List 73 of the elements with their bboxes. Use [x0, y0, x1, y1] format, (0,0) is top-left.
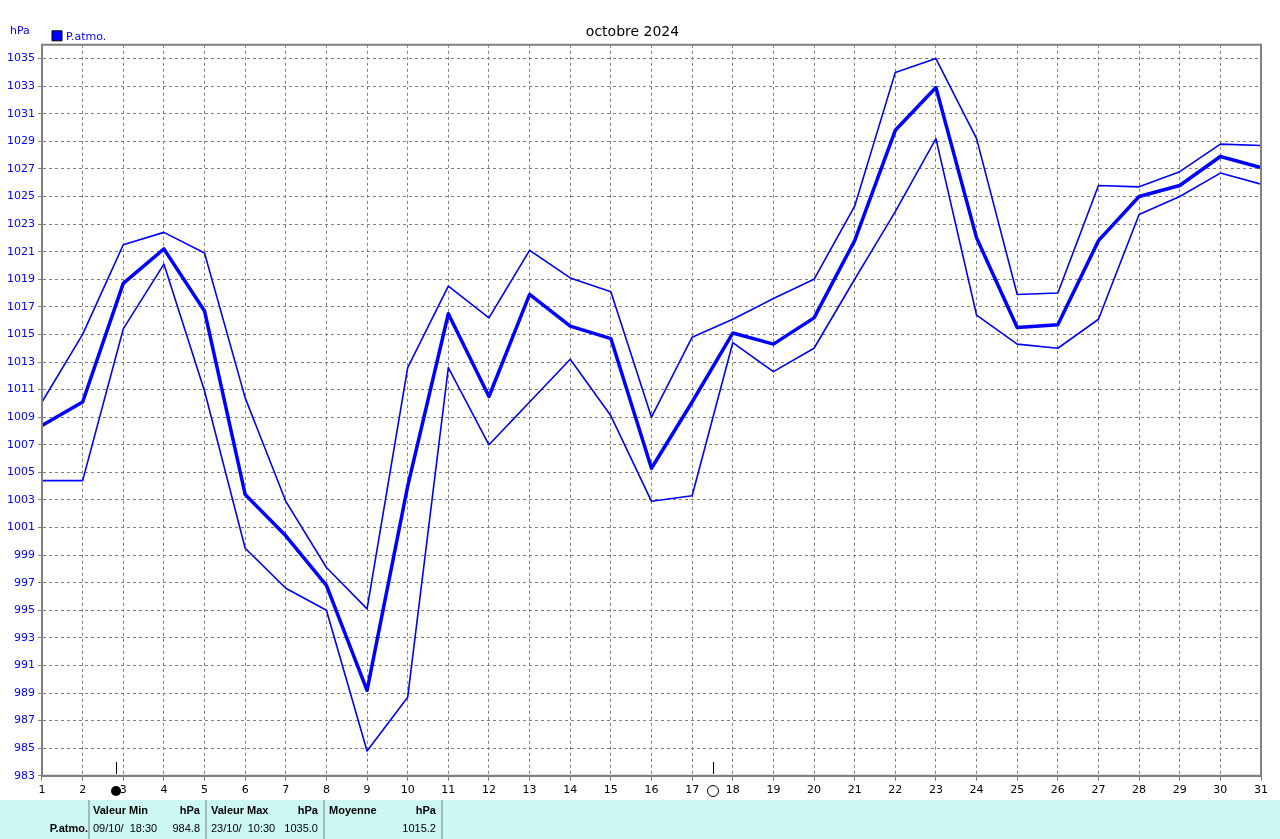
y-tick-label: 987 [13, 713, 35, 727]
y-axis-title: hPa [10, 23, 30, 37]
x-tick-label: 19 [766, 783, 781, 797]
y-tick-label: 1019 [6, 272, 35, 286]
text: 1035.0 [284, 822, 318, 834]
x-tick-label: 25 [1010, 783, 1025, 797]
text: 984.8 [172, 822, 200, 834]
x-tick-label: 22 [888, 783, 903, 797]
x-tick-label: 18 [725, 783, 740, 797]
x-tick-label: 21 [847, 783, 862, 797]
text: hPa [178, 804, 200, 816]
y-tick-label: 1007 [6, 437, 35, 451]
x-tick-label: 24 [969, 783, 984, 797]
x-tick-label: 12 [481, 783, 496, 797]
y-tick-label: 1033 [6, 79, 35, 93]
x-tick-label: 10 [400, 783, 415, 797]
y-tick-label: 989 [13, 685, 35, 699]
x-tick-label: 29 [1172, 783, 1187, 797]
text: 09/10/ 18:30 [93, 822, 159, 834]
x-tick-label: 7 [282, 783, 290, 797]
x-tick-label: 11 [441, 783, 456, 797]
y-tick-label: 1005 [6, 465, 35, 479]
x-tick-label: 26 [1050, 783, 1065, 797]
y-tick-label: 1015 [6, 327, 35, 341]
x-tick-label: 14 [563, 783, 578, 797]
y-tick-label: 1023 [6, 216, 35, 230]
x-tick-label: 30 [1213, 783, 1228, 797]
y-tick-label: 1011 [6, 382, 35, 396]
y-tick-label: 1029 [6, 134, 35, 148]
y-tick-label: 997 [13, 575, 35, 589]
y-tick-label: 983 [13, 768, 35, 782]
y-tick-label: 1031 [6, 106, 35, 120]
y-tick-label: 991 [13, 658, 35, 672]
x-tick-label: 17 [685, 783, 700, 797]
x-tick-label: 20 [807, 783, 822, 797]
text: P.atmo. [48, 822, 88, 834]
x-tick-label: 31 [1254, 783, 1268, 797]
x-tick-label: 13 [522, 783, 537, 797]
y-tick-label: 1003 [6, 492, 35, 506]
y-tick-label: 1009 [6, 410, 35, 424]
x-tick-label: 6 [241, 783, 249, 797]
y-tick-label: 1025 [6, 189, 35, 203]
text: Moyenne [329, 804, 378, 816]
text: hPa [414, 804, 436, 816]
y-tick-label: 1001 [6, 520, 35, 534]
legend-label: P.atmo. [65, 29, 107, 43]
x-tick-label: 15 [603, 783, 618, 797]
y-tick-label: 1035 [6, 51, 35, 65]
x-tick-label: 9 [363, 783, 371, 797]
text: 23/10/ 10:30 [211, 822, 277, 834]
x-tick-label: 5 [201, 783, 209, 797]
y-tick-label: 1027 [6, 161, 35, 175]
x-tick-label: 4 [160, 783, 168, 797]
y-tick-label: 993 [13, 630, 35, 644]
y-tick-label: 999 [13, 547, 35, 561]
y-tick-label: 995 [13, 603, 35, 617]
y-tick-label: 985 [13, 741, 35, 755]
x-tick-label: 3 [119, 783, 127, 797]
x-tick-label: 1 [38, 783, 46, 797]
text: 1015.2 [401, 822, 436, 834]
x-tick-label: 27 [1091, 783, 1106, 797]
y-tick-label: 1013 [6, 354, 35, 368]
text: hPa [296, 804, 318, 816]
y-tick-label: 1021 [6, 244, 35, 258]
x-tick-label: 8 [322, 783, 330, 797]
text: Valeur Min [93, 804, 150, 816]
text: Valeur Max [211, 804, 270, 816]
x-tick-label: 2 [79, 783, 87, 797]
chart-title: octobre 2024 [585, 23, 680, 40]
x-tick-label: 28 [1132, 783, 1147, 797]
x-tick-label: 23 [928, 783, 943, 797]
x-tick-label: 16 [644, 783, 659, 797]
y-tick-label: 1017 [6, 299, 35, 313]
